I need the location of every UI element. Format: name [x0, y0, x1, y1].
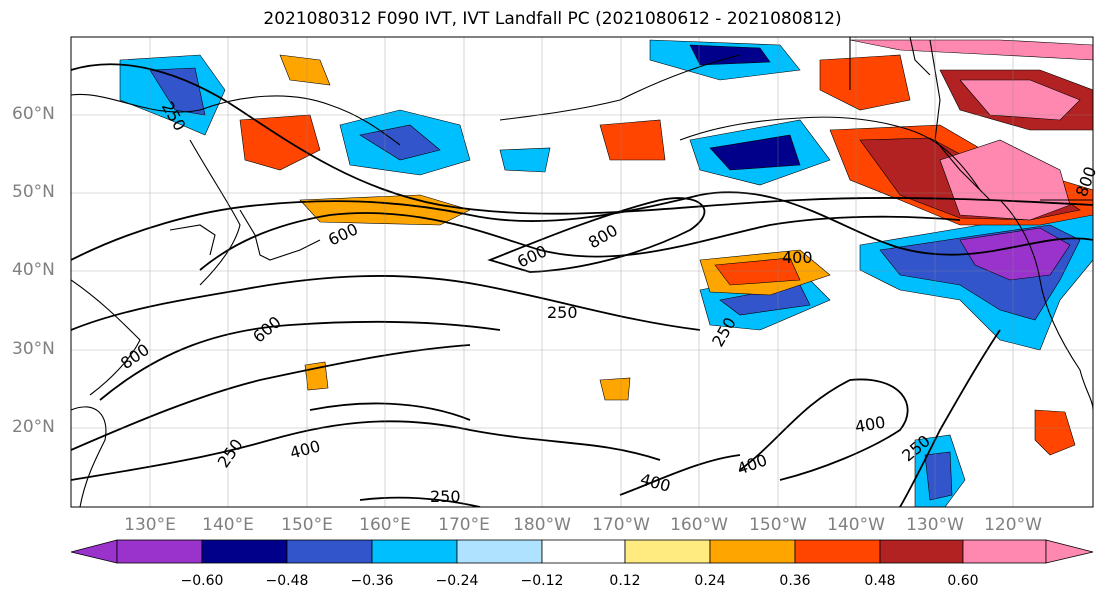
colorbar-extend-right — [1045, 539, 1094, 564]
colorbar-tick-label: −0.24 — [435, 573, 479, 589]
lon-label: 160°W — [670, 515, 728, 535]
contour-label: 250 — [214, 435, 247, 471]
lat-label-40n: 40°N — [12, 260, 55, 280]
contour-label: 400 — [638, 469, 672, 495]
lat-label-60n: 60°N — [12, 104, 55, 124]
lon-label: 180°W — [513, 515, 571, 535]
colorbar-segment — [541, 539, 626, 564]
map-frame — [70, 36, 1094, 508]
lat-label-20n: 20°N — [12, 417, 55, 437]
colorbar-tick-label: 0.12 — [609, 573, 641, 589]
colorbar-segment — [201, 539, 288, 564]
lon-label: 170°W — [592, 515, 650, 535]
colorbar-tick-label: 0.24 — [694, 573, 726, 589]
colorbar-tick-label: −0.36 — [350, 573, 394, 589]
map-title: 2021080312 F090 IVT, IVT Landfall PC (20… — [263, 9, 842, 29]
lon-label: 170°E — [438, 515, 490, 535]
contour-label: 800 — [585, 221, 621, 253]
colorbar-tick-label: −0.12 — [520, 573, 564, 589]
contour-label: 250 — [547, 303, 578, 322]
contour-label: 600 — [249, 312, 285, 346]
lat-label-30n: 30°N — [12, 339, 55, 359]
colorbar-segment — [456, 539, 543, 564]
colorbar-tick-label: 0.36 — [779, 573, 811, 589]
lon-label: 130°E — [124, 515, 176, 535]
colorbar-segment — [116, 539, 203, 564]
contour-label: 800 — [117, 340, 153, 373]
contour-label: 250 — [430, 487, 461, 506]
lon-label: 140°E — [202, 515, 254, 535]
lon-label: 160°E — [359, 515, 411, 535]
contour-label: 600 — [325, 219, 361, 249]
colorbar-segment — [371, 539, 458, 564]
lon-label: 140°W — [827, 515, 885, 535]
colorbar — [70, 539, 1094, 564]
colorbar-segment — [962, 539, 1047, 564]
gridlines — [71, 37, 1093, 507]
lat-label-50n: 50°N — [12, 182, 55, 202]
ivt-contours — [71, 63, 1093, 507]
colorbar-segment — [709, 539, 796, 564]
anomaly-shading — [119, 39, 1093, 507]
contour-label: 600 — [514, 241, 550, 271]
contour-label: 400 — [853, 412, 886, 436]
colorbar-tick-label: −0.60 — [180, 573, 224, 589]
colorbar-tick-label: −0.48 — [265, 573, 309, 589]
contour-label: 400 — [782, 248, 813, 267]
lon-label: 150°E — [281, 515, 333, 535]
colorbar-tick-label: 0.48 — [864, 573, 896, 589]
lon-label: 120°W — [984, 515, 1042, 535]
colorbar-tick-label: 0.60 — [947, 573, 979, 589]
lon-label: 130°W — [906, 515, 964, 535]
colorbar-extend-left — [70, 539, 118, 564]
contour-label: 400 — [288, 436, 322, 462]
colorbar-segment — [794, 539, 881, 564]
contour-label: 800 — [1072, 164, 1100, 199]
colorbar-segment — [879, 539, 964, 564]
lon-label: 150°W — [749, 515, 807, 535]
colorbar-segment — [286, 539, 373, 564]
colorbar-segment — [624, 539, 711, 564]
